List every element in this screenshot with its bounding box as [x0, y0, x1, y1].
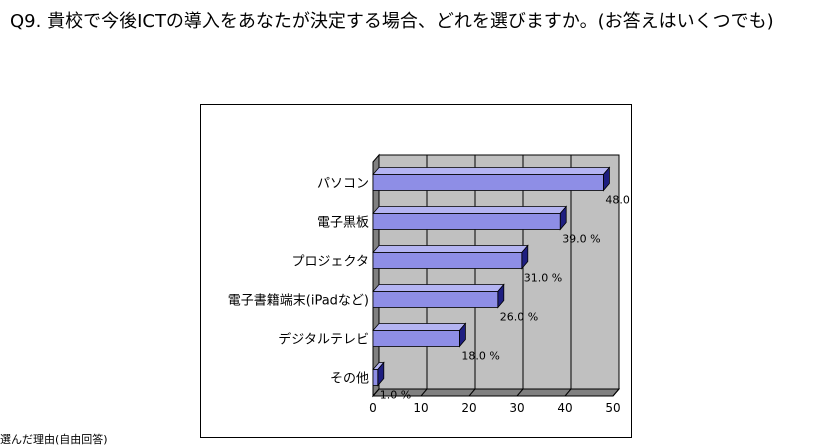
bar-top-face — [372, 323, 467, 331]
bar-top-face — [372, 245, 529, 253]
category-label: 電子書籍端末(iPadなど) — [228, 293, 369, 309]
bar — [372, 291, 499, 308]
value-label: 18.0 % — [461, 350, 499, 363]
floor-gridline — [468, 388, 476, 397]
value-label: 39.0 % — [562, 233, 600, 246]
floor-gridline — [564, 388, 572, 397]
x-tick-label: 40 — [557, 401, 572, 415]
x-tick-label: 0 — [369, 401, 377, 415]
floor-gridline — [372, 388, 380, 397]
floor-gridline — [420, 388, 428, 397]
value-label: 1.0 % — [380, 389, 411, 402]
category-label: デジタルテレビ — [278, 332, 369, 348]
floor-gridline — [612, 388, 620, 397]
bar — [372, 330, 460, 347]
category-label: プロジェクタ — [292, 255, 369, 270]
bar — [372, 213, 561, 230]
bar-top-face — [372, 206, 568, 214]
value-label: 26.0 % — [500, 311, 538, 324]
plot-side-wall — [372, 153, 380, 398]
bar — [372, 174, 604, 191]
bar-chart: 0 10 20 30 40 50 パソコン 48.0 % 電子黒板 39.0 % プロジェクタ 31.… — [228, 153, 631, 415]
x-tick-label: 30 — [509, 401, 524, 415]
value-label: 48.0 % — [605, 194, 631, 207]
value-label: 31.0 % — [524, 272, 562, 285]
category-label: 電子黒板 — [317, 216, 369, 231]
footnote: 選んだ理由(自由回答) — [0, 433, 108, 446]
bar — [372, 252, 523, 269]
question-title: Q9. 貴校で今後ICTの導入をあなたが決定する場合、どれを選びますか。(お答え… — [10, 11, 774, 32]
category-label: その他 — [330, 372, 369, 387]
x-tick-label: 10 — [413, 401, 428, 415]
bar-top-face — [372, 167, 611, 175]
bar-top-face — [372, 284, 505, 292]
x-tick-label: 50 — [605, 401, 620, 415]
chart-frame: 0 10 20 30 40 50 パソコン 48.0 % 電子黒板 39.0 % プロジェクタ 31.… — [200, 104, 632, 438]
x-tick-label: 20 — [461, 401, 476, 415]
bar — [372, 369, 379, 386]
category-label: パソコン — [317, 177, 369, 192]
floor-gridline — [516, 388, 524, 397]
